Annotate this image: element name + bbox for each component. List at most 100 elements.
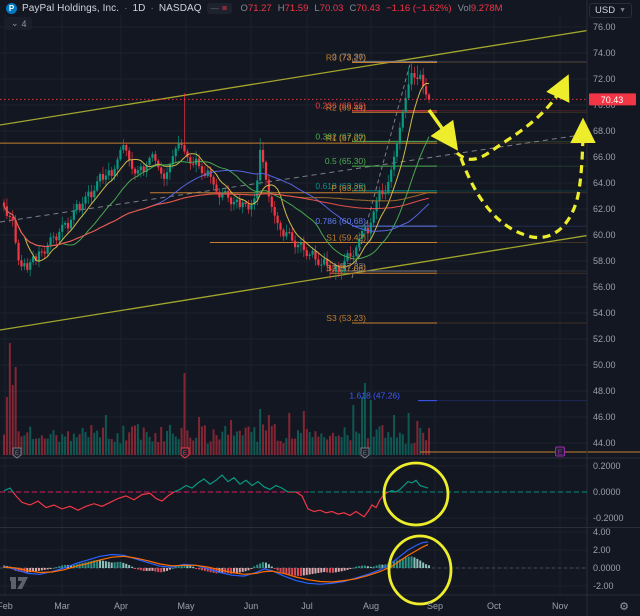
- svg-text:P (63.25): P (63.25): [331, 183, 366, 193]
- svg-text:Feb: Feb: [0, 601, 13, 611]
- moving-averages: [3, 82, 430, 268]
- tradingview-logo[interactable]: [9, 573, 47, 590]
- timezone-settings-gear-icon[interactable]: ⚙: [619, 601, 629, 613]
- svg-text:1.618 (47.26): 1.618 (47.26): [349, 391, 400, 401]
- ohlc-o: O71.27: [240, 3, 272, 14]
- interval-label[interactable]: 1D: [132, 3, 146, 14]
- main-price-pane[interactable]: [0, 22, 640, 455]
- svg-text:S3 (53.23): S3 (53.23): [326, 313, 366, 323]
- svg-text:Sep: Sep: [427, 601, 443, 611]
- svg-text:Mar: Mar: [54, 601, 70, 611]
- future-earnings-icon: [555, 446, 565, 457]
- highlight-circle-1: [382, 461, 450, 527]
- svg-text:R3 (73.27): R3 (73.27): [326, 52, 366, 62]
- svg-text:1 (57.23): 1 (57.23): [332, 261, 366, 271]
- fib-pivot-labels: 0 (73.36)R3 (73.27) 0.236 (69.56)R2 (69.4…: [315, 51, 400, 400]
- chevron-down-icon: ⌄: [11, 18, 19, 28]
- drawn-annotations[interactable]: [382, 74, 596, 606]
- svg-text:0.0000: 0.0000: [593, 487, 621, 497]
- macd-signal-line: [3, 544, 429, 583]
- exchange-label: NASDAQ: [158, 3, 202, 14]
- svg-text:52.00: 52.00: [593, 334, 616, 344]
- ohlc-h: H71.59: [277, 3, 309, 14]
- dashed-u-shape-arrow: [459, 117, 596, 240]
- svg-text:64.00: 64.00: [593, 178, 616, 188]
- svg-text:62.00: 62.00: [593, 204, 616, 214]
- volume-value: Vol9.278M: [457, 3, 503, 14]
- solid-down-arrow: [427, 108, 459, 151]
- svg-text:0 (73.36): 0 (73.36): [332, 51, 366, 61]
- paypal-logo-icon: P: [6, 3, 17, 14]
- legend-status-pill[interactable]: — ≣: [206, 3, 232, 14]
- ohlc-values: O71.27 H71.59 L70.03 C70.43 −1.16 (−1.62%) Vo…: [241, 3, 503, 14]
- volume-histogram: [3, 343, 430, 455]
- earnings-shield-icon: [12, 447, 22, 459]
- svg-text:S2 (57.06): S2 (57.06): [326, 263, 366, 273]
- svg-text:Apr: Apr: [114, 601, 128, 611]
- earnings-flag-icon: ≣: [221, 5, 228, 12]
- svg-text:May: May: [177, 601, 195, 611]
- svg-text:S1 (59.42): S1 (59.42): [326, 233, 366, 243]
- svg-text:0.0000: 0.0000: [593, 563, 621, 573]
- svg-text:E: E: [15, 451, 19, 457]
- earnings-shield-icon: [360, 447, 370, 459]
- svg-text:-2.00: -2.00: [593, 581, 614, 591]
- svg-text:0.2000: 0.2000: [593, 461, 621, 471]
- svg-text:66.00: 66.00: [593, 152, 616, 162]
- symbol-legend[interactable]: P PayPal Holdings, Inc. · 1D · NASDAQ — …: [6, 3, 503, 14]
- ohlc-c: C70.43: [349, 3, 381, 14]
- svg-text:0.5 (65.30): 0.5 (65.30): [325, 156, 366, 166]
- svg-text:44.00: 44.00: [593, 438, 616, 448]
- market-closed-icon: —: [210, 3, 219, 13]
- chevron-down-icon: ▼: [619, 7, 626, 14]
- svg-text:46.00: 46.00: [593, 412, 616, 422]
- svg-text:72.00: 72.00: [593, 74, 616, 84]
- svg-text:Oct: Oct: [487, 601, 502, 611]
- ohlc-l: L70.03: [314, 3, 344, 14]
- svg-text:56.00: 56.00: [593, 282, 616, 292]
- svg-text:48.00: 48.00: [593, 386, 616, 396]
- currency-selector[interactable]: USD ▼: [589, 3, 632, 18]
- time-axis[interactable]: Feb Mar Apr May Jun Jul Aug Sep Oct Nov: [0, 601, 568, 611]
- svg-text:R1 (67.07): R1 (67.07): [326, 133, 366, 143]
- last-price-badge: [589, 93, 636, 106]
- svg-text:E: E: [183, 451, 187, 457]
- fib-pivot-levels[interactable]: [0, 60, 587, 402]
- svg-text:0.786 (60.68): 0.786 (60.68): [315, 216, 366, 226]
- svg-text:50.00: 50.00: [593, 360, 616, 370]
- svg-text:Jul: Jul: [301, 601, 313, 611]
- svg-text:70.43: 70.43: [601, 95, 624, 105]
- price-axis[interactable]: 76.0074.0072.0070.0068.0066.0064.0062.00…: [589, 22, 636, 591]
- legend-separator: ·: [124, 3, 128, 14]
- svg-text:-0.2000: -0.2000: [593, 513, 624, 523]
- svg-text:4.00: 4.00: [593, 527, 611, 537]
- svg-text:E: E: [558, 450, 563, 457]
- svg-text:0.618 (63.39): 0.618 (63.39): [315, 181, 366, 191]
- highlight-circle-2: [387, 534, 453, 606]
- svg-text:68.00: 68.00: [593, 126, 616, 136]
- svg-text:76.00: 76.00: [593, 22, 616, 32]
- svg-text:60.00: 60.00: [593, 230, 616, 240]
- macd-line: [3, 541, 429, 585]
- hidden-indicators-button[interactable]: ⌄ 4: [6, 17, 32, 30]
- svg-text:Jun: Jun: [244, 601, 259, 611]
- legend-separator: ·: [150, 3, 154, 14]
- svg-text:0.236 (69.56): 0.236 (69.56): [315, 101, 366, 111]
- symbol-title[interactable]: PayPal Holdings, Inc.: [22, 3, 120, 14]
- earnings-shield-icon: [180, 447, 190, 459]
- svg-text:0.382 (67.20): 0.382 (67.20): [315, 131, 366, 141]
- svg-text:58.00: 58.00: [593, 256, 616, 266]
- svg-text:74.00: 74.00: [593, 48, 616, 58]
- svg-text:R2 (69.44): R2 (69.44): [326, 102, 366, 112]
- hidden-indicators-count: 4: [21, 18, 27, 29]
- oscillator-line-negative: [12, 492, 398, 518]
- oscillator-line-positive: [3, 474, 429, 492]
- svg-text:Aug: Aug: [363, 601, 379, 611]
- change-value: −1.16 (−1.62%): [386, 3, 452, 14]
- svg-text:54.00: 54.00: [593, 308, 616, 318]
- svg-text:Nov: Nov: [552, 601, 569, 611]
- currency-label: USD: [595, 5, 616, 16]
